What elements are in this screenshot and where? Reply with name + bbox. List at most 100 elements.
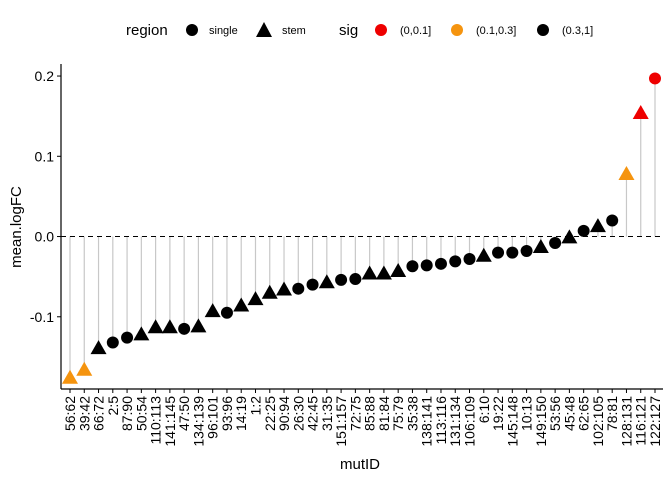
data-point-triangle [62,369,78,384]
data-point-circle [520,244,533,257]
data-point-triangle [632,104,649,119]
x-tick-label: 113:116 [433,396,449,445]
x-tick-label: 22:25 [262,396,278,431]
data-point-triangle [76,361,93,376]
legend-label-single: single [209,25,238,37]
data-point-triangle [475,247,492,262]
y-tick-label: 0.0 [35,229,55,245]
x-tick-label: 19:22 [490,396,506,431]
x-tick-label: 53:56 [547,396,563,431]
data-point-triangle [204,303,221,318]
x-tick-label: 62:65 [576,396,592,431]
x-tick-label: 96:101 [205,396,221,439]
x-tick-label: 1:2 [247,396,263,416]
x-tick-label: 93:96 [219,396,235,431]
x-tick-label: 151:157 [333,396,349,447]
x-tick-label: 149:150 [533,396,549,447]
legend-triangle-icon [256,22,272,37]
data-point-circle [178,322,191,335]
x-tick-label: 56:62 [62,396,78,431]
markers [62,72,661,384]
legend-label-stem: stem [282,25,306,37]
data-point-triangle [261,284,278,299]
data-point-triangle [133,326,150,341]
data-point-triangle [90,340,107,355]
legend-sig-red-icon [375,24,387,36]
x-tick-label: 50:54 [133,396,149,431]
data-point-circle [492,246,505,259]
data-point-circle [292,282,305,295]
data-point-triangle [618,165,635,180]
data-point-circle [335,273,348,286]
x-tick-label: 6:10 [476,396,492,423]
x-tick-label: 39:42 [76,396,92,431]
x-tick-label: 90:94 [276,396,292,431]
data-point-triangle [589,218,606,233]
x-tick-label: 78:81 [604,396,620,431]
data-point-triangle [233,297,250,312]
x-tick-label: 116:121 [633,396,649,446]
legend-title-sig: sig [339,22,358,39]
data-point-circle [463,253,476,265]
x-tick-label: 122:127 [647,396,663,447]
y-tick-label: 0.1 [35,148,55,164]
data-point-triangle [390,263,407,278]
data-point-circle [577,224,590,237]
plot-area: -0.1 0.0 0.1 0.2 56:6239:4266:722:587:9050:… [30,64,663,447]
x-axis-ticks: 56:6239:4266:722:587:9050:54110:113141:1… [62,389,663,447]
data-point-circle [449,255,462,268]
data-point-triangle [247,291,264,306]
data-point-circle [306,278,319,291]
x-tick-label: 145:148 [504,396,520,447]
data-point-circle [420,259,433,272]
legend-title-region: region [126,22,168,39]
x-tick-label: 14:19 [233,396,249,431]
x-tick-label: 110:113 [148,396,164,445]
data-point-circle [649,72,661,85]
x-tick-label: 45:48 [561,396,577,431]
legend-circle-icon [186,24,198,36]
x-tick-label: 66:72 [91,396,107,431]
x-tick-label: 141:145 [162,396,178,447]
data-point-circle [220,306,233,319]
x-tick-label: 10:13 [519,396,535,431]
data-point-triangle [361,265,378,280]
legend-sig-orange-icon [451,24,463,36]
x-tick-label: 75:79 [390,396,406,431]
x-tick-label: 35:38 [404,396,420,431]
data-point-triangle [190,318,207,333]
x-tick-label: 131:134 [447,396,463,447]
legend-label-sig-2: (0.3,1] [562,25,593,37]
legend-label-sig-0: (0,0.1] [400,25,431,37]
x-axis-title: mutID [340,456,380,473]
x-tick-label: 2:5 [105,396,121,416]
data-point-triangle [375,265,392,280]
x-tick-label: 138:141 [419,396,435,447]
y-axis-title: mean.logFC [8,186,25,268]
x-tick-label: 26:30 [290,396,306,431]
y-tick-label: 0.2 [35,68,55,84]
data-point-triangle [318,274,335,289]
data-point-circle [121,331,134,344]
legend: region single stem sig (0,0.1] (0.1,0.3]… [126,22,593,39]
x-tick-label: 47:50 [176,396,192,431]
data-point-triangle [276,281,293,296]
data-point-circle [434,257,447,270]
x-tick-label: 31:35 [319,396,335,431]
data-point-circle [406,260,419,273]
data-point-circle [106,336,119,349]
x-tick-label: 85:88 [362,396,378,431]
y-tick-label: -0.1 [30,309,54,325]
x-tick-label: 106:109 [462,396,478,447]
x-tick-label: 87:90 [119,396,135,431]
data-point-triangle [147,319,164,334]
y-axis-ticks: -0.1 0.0 0.1 0.2 [30,68,61,325]
x-tick-label: 128:131 [618,396,634,447]
x-tick-label: 134:139 [190,396,206,447]
x-tick-label: 81:84 [376,396,392,431]
data-point-circle [549,236,562,249]
x-tick-label: 72:75 [347,396,363,431]
x-tick-label: 42:45 [305,396,321,431]
legend-label-sig-1: (0.1,0.3] [476,25,516,37]
